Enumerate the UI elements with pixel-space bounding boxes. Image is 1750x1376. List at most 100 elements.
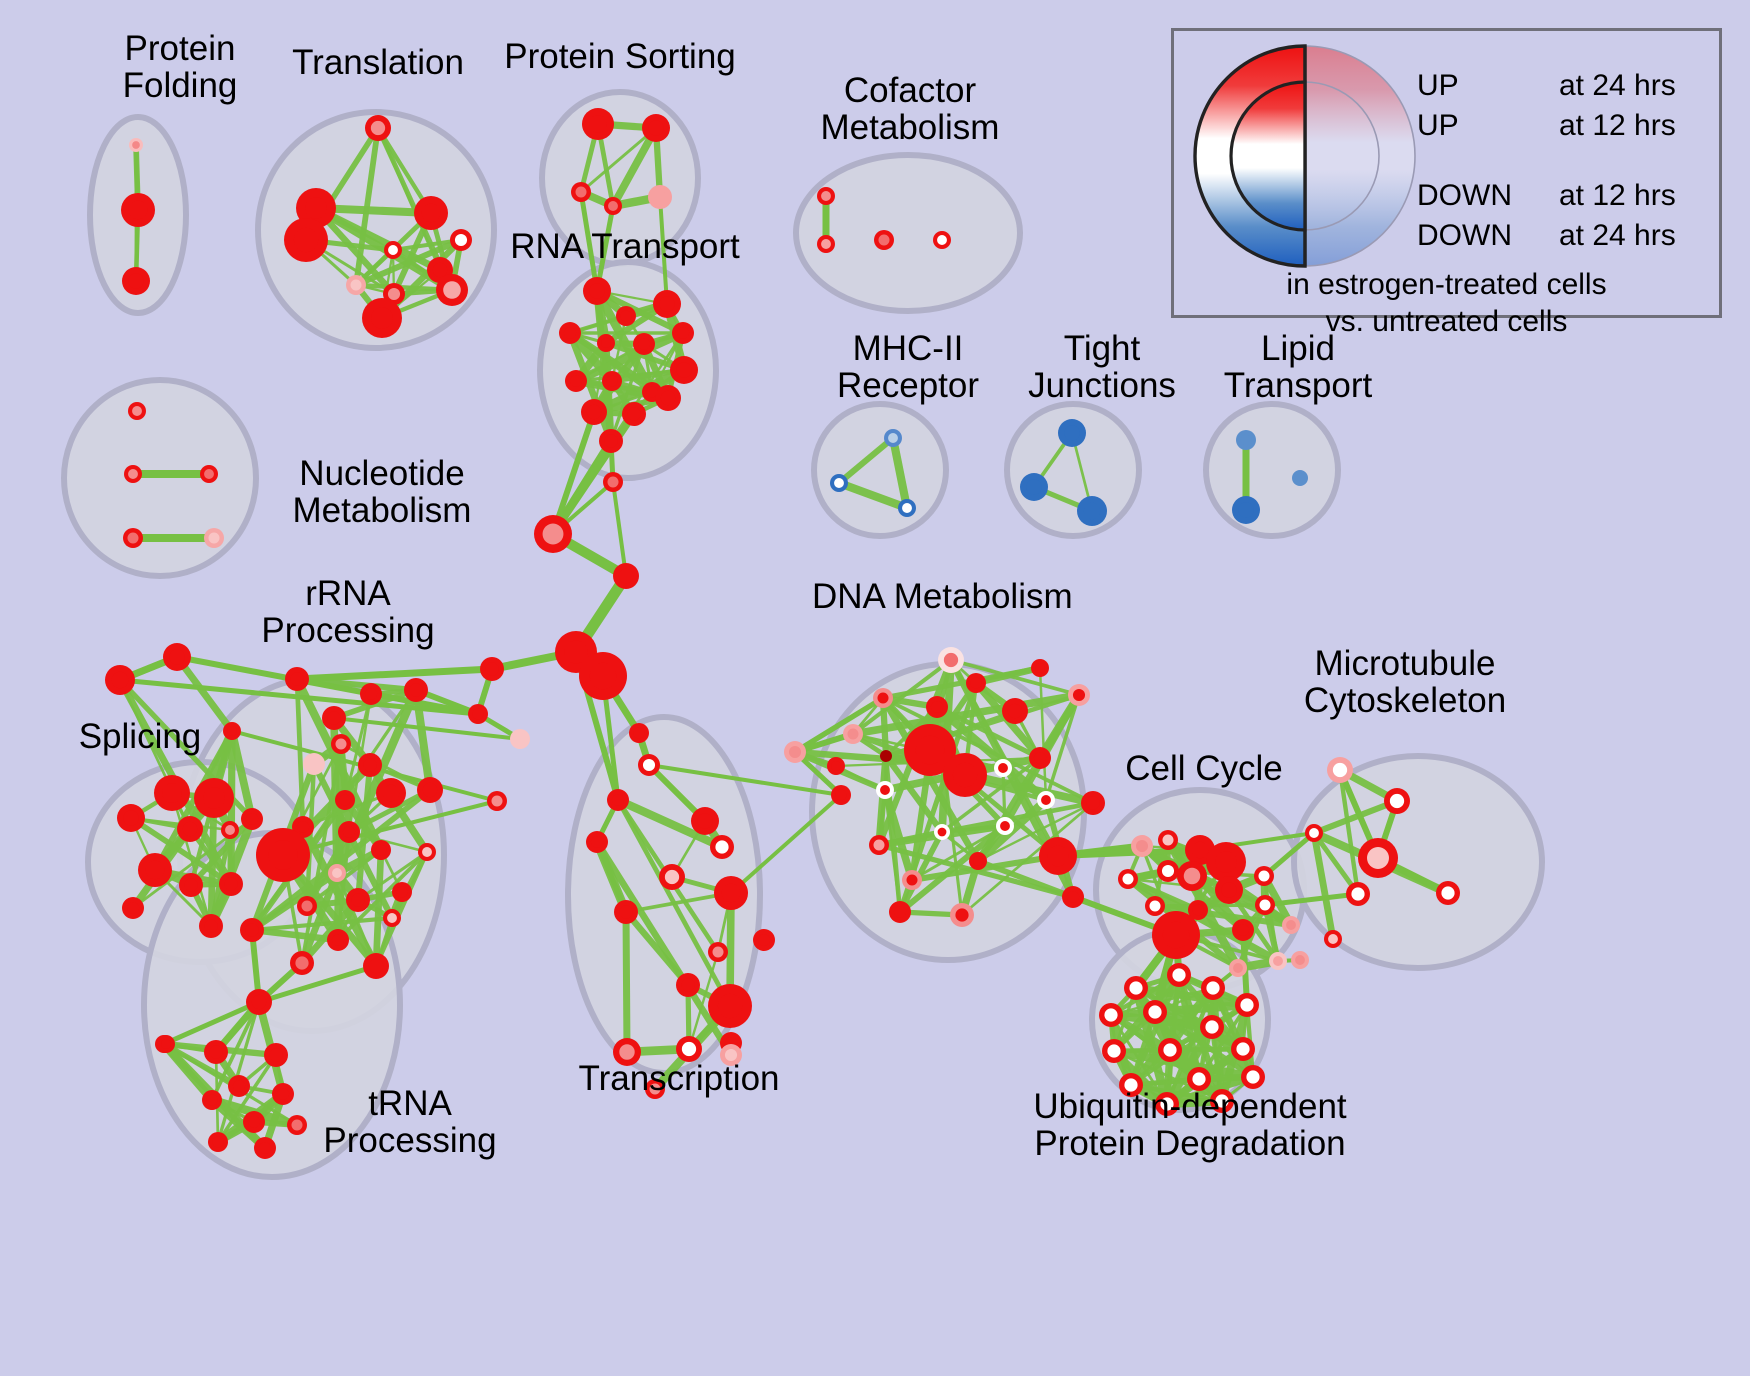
gene-node[interactable] xyxy=(163,643,191,671)
gene-node[interactable] xyxy=(817,187,835,205)
gene-node[interactable] xyxy=(926,696,948,718)
gene-node[interactable] xyxy=(827,757,845,775)
gene-node[interactable] xyxy=(648,185,672,209)
gene-node[interactable] xyxy=(642,114,670,142)
gene-node[interactable] xyxy=(1384,788,1410,814)
gene-node[interactable] xyxy=(659,864,685,890)
gene-node[interactable] xyxy=(622,402,646,426)
gene-node[interactable] xyxy=(969,852,987,870)
gene-node[interactable] xyxy=(904,724,956,776)
gene-node[interactable] xyxy=(1231,1037,1255,1061)
gene-node[interactable] xyxy=(1039,837,1077,875)
gene-node[interactable] xyxy=(784,741,806,763)
gene-node[interactable] xyxy=(1157,860,1179,882)
gene-node[interactable] xyxy=(487,791,507,811)
gene-node[interactable] xyxy=(1241,1065,1265,1089)
gene-node[interactable] xyxy=(559,322,581,344)
gene-node[interactable] xyxy=(129,138,143,152)
gene-node[interactable] xyxy=(1305,824,1323,842)
gene-node[interactable] xyxy=(1236,430,1256,450)
gene-node[interactable] xyxy=(1068,684,1090,706)
gene-node[interactable] xyxy=(1177,861,1207,891)
gene-node[interactable] xyxy=(376,778,406,808)
gene-node[interactable] xyxy=(586,831,608,853)
gene-node[interactable] xyxy=(1210,1089,1234,1113)
gene-node[interactable] xyxy=(322,706,346,730)
gene-node[interactable] xyxy=(105,665,135,695)
gene-node[interactable] xyxy=(1029,747,1051,769)
gene-node[interactable] xyxy=(1099,1003,1123,1027)
gene-node[interactable] xyxy=(1158,1038,1182,1062)
gene-node[interactable] xyxy=(581,399,607,425)
gene-node[interactable] xyxy=(1206,842,1246,882)
gene-node[interactable] xyxy=(1167,963,1191,987)
gene-node[interactable] xyxy=(831,785,851,805)
gene-node[interactable] xyxy=(404,678,428,702)
gene-node[interactable] xyxy=(221,821,239,839)
gene-node[interactable] xyxy=(1436,881,1460,905)
gene-node[interactable] xyxy=(884,429,902,447)
gene-node[interactable] xyxy=(629,723,649,743)
gene-node[interactable] xyxy=(1158,830,1178,850)
gene-node[interactable] xyxy=(200,465,218,483)
gene-node[interactable] xyxy=(303,753,325,775)
gene-node[interactable] xyxy=(117,804,145,832)
gene-node[interactable] xyxy=(843,724,863,744)
gene-node[interactable] xyxy=(1229,959,1247,977)
gene-node[interactable] xyxy=(392,882,412,902)
gene-node[interactable] xyxy=(753,929,775,951)
gene-node[interactable] xyxy=(1291,951,1309,969)
gene-node[interactable] xyxy=(672,322,694,344)
gene-node[interactable] xyxy=(358,753,382,777)
gene-node[interactable] xyxy=(1254,866,1274,886)
gene-node[interactable] xyxy=(1215,876,1243,904)
gene-node[interactable] xyxy=(873,688,893,708)
gene-node[interactable] xyxy=(933,231,951,249)
gene-node[interactable] xyxy=(194,778,234,818)
gene-node[interactable] xyxy=(1232,496,1260,524)
gene-node[interactable] xyxy=(582,108,614,140)
gene-node[interactable] xyxy=(360,683,382,705)
gene-node[interactable] xyxy=(1269,952,1287,970)
gene-node[interactable] xyxy=(241,808,263,830)
gene-node[interactable] xyxy=(121,193,155,227)
gene-node[interactable] xyxy=(994,759,1012,777)
gene-node[interactable] xyxy=(328,864,346,882)
gene-node[interactable] xyxy=(613,1038,641,1066)
gene-node[interactable] xyxy=(480,657,504,681)
gene-node[interactable] xyxy=(830,474,848,492)
gene-node[interactable] xyxy=(243,1111,265,1133)
gene-node[interactable] xyxy=(1292,470,1308,486)
gene-node[interactable] xyxy=(1358,838,1398,878)
gene-node[interactable] xyxy=(583,277,611,305)
gene-node[interactable] xyxy=(579,652,627,700)
gene-node[interactable] xyxy=(950,903,974,927)
gene-node[interactable] xyxy=(1145,896,1165,916)
gene-node[interactable] xyxy=(228,1075,250,1097)
gene-node[interactable] xyxy=(889,901,911,923)
gene-node[interactable] xyxy=(384,241,402,259)
gene-node[interactable] xyxy=(256,828,310,882)
gene-node[interactable] xyxy=(869,835,889,855)
gene-node[interactable] xyxy=(450,229,472,251)
gene-node[interactable] xyxy=(597,334,615,352)
gene-node[interactable] xyxy=(633,333,655,355)
gene-node[interactable] xyxy=(710,835,734,859)
gene-node[interactable] xyxy=(202,1090,222,1110)
gene-node[interactable] xyxy=(362,298,402,338)
gene-node[interactable] xyxy=(996,817,1014,835)
gene-node[interactable] xyxy=(602,371,622,391)
gene-node[interactable] xyxy=(346,275,366,295)
gene-node[interactable] xyxy=(1235,993,1259,1017)
gene-node[interactable] xyxy=(219,872,243,896)
gene-node[interactable] xyxy=(287,1115,307,1135)
gene-node[interactable] xyxy=(1188,900,1208,920)
gene-node[interactable] xyxy=(1346,882,1370,906)
gene-node[interactable] xyxy=(691,807,719,835)
gene-node[interactable] xyxy=(272,1083,294,1105)
gene-node[interactable] xyxy=(1232,919,1254,941)
gene-node[interactable] xyxy=(655,385,681,411)
gene-node[interactable] xyxy=(414,196,448,230)
gene-node[interactable] xyxy=(670,356,698,384)
gene-node[interactable] xyxy=(199,914,223,938)
